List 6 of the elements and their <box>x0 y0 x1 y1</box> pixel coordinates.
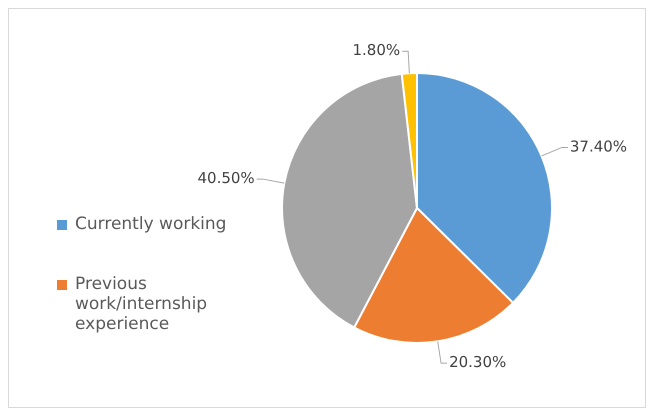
data-label: 37.40% <box>570 137 628 156</box>
data-label: 20.30% <box>449 353 506 372</box>
legend-label: Previous work/internship experience <box>75 274 208 334</box>
legend-label: Currently working <box>75 214 228 234</box>
data-label: 40.50% <box>197 168 255 187</box>
data-label: 1.80% <box>352 41 400 60</box>
